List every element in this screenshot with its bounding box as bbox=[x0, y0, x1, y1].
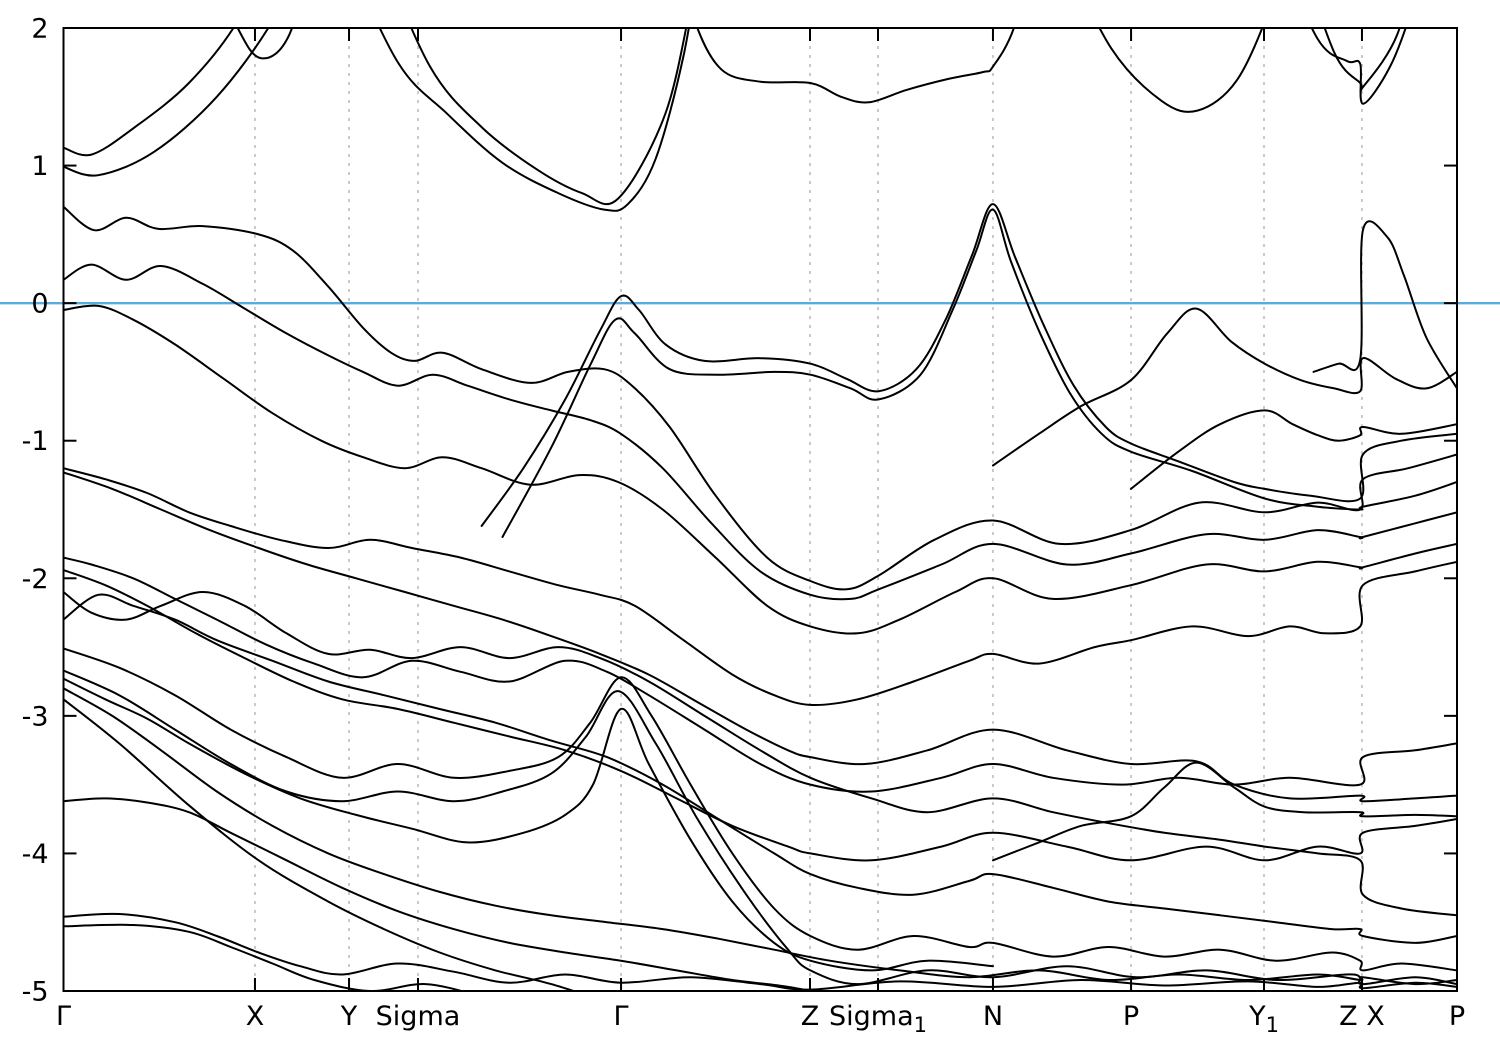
y-tick-label: 2 bbox=[31, 14, 48, 45]
band-line bbox=[63, 556, 1457, 793]
x-tick-label: Sigma1 bbox=[829, 1001, 927, 1037]
y-tick-label: 1 bbox=[31, 151, 48, 182]
band-line bbox=[1310, 28, 1407, 105]
band-line bbox=[63, 698, 577, 991]
x-axis-labels: Γ X Y Sigma Γ Z Sigma1 N P Y1 Z X P bbox=[56, 1001, 1465, 1037]
band-line bbox=[1323, 28, 1401, 92]
x-tick-label: N bbox=[983, 1001, 1003, 1032]
band-line bbox=[501, 208, 1457, 538]
band-line bbox=[63, 923, 466, 991]
band-line bbox=[236, 28, 294, 60]
band-line bbox=[63, 797, 816, 991]
x-tick-label: Y1 bbox=[1248, 1001, 1279, 1037]
y-tick-label: -2 bbox=[22, 564, 49, 595]
band-line bbox=[410, 28, 688, 206]
y-tick-label: 0 bbox=[31, 289, 48, 320]
band-line bbox=[1312, 220, 1457, 390]
x-tick-label: Z X bbox=[1339, 1001, 1385, 1032]
band-line bbox=[63, 677, 994, 972]
y-tick-label: -1 bbox=[22, 426, 49, 457]
y-tick-label: -4 bbox=[22, 839, 49, 870]
y-tick-label: -5 bbox=[22, 977, 49, 1008]
x-tick-label: P bbox=[1123, 1001, 1139, 1032]
band-line bbox=[63, 687, 1457, 986]
band-line bbox=[63, 647, 1457, 972]
band-line bbox=[63, 591, 1457, 917]
band-line bbox=[1098, 28, 1264, 113]
x-tick-label: Γ bbox=[614, 1001, 629, 1032]
band-line bbox=[696, 28, 1015, 104]
band-line bbox=[992, 307, 1457, 467]
band-line bbox=[480, 203, 1457, 527]
band-line bbox=[63, 263, 1457, 601]
x-tick-label: Sigma bbox=[376, 1001, 461, 1032]
x-tick-label: Y bbox=[340, 1001, 358, 1032]
band-line bbox=[63, 569, 1457, 862]
band-line bbox=[63, 593, 1457, 944]
x-tick-label: Γ bbox=[56, 1001, 71, 1032]
band-line bbox=[63, 669, 1457, 986]
band-line bbox=[63, 912, 1457, 991]
band-line bbox=[63, 471, 1457, 803]
plot-border bbox=[62, 27, 1458, 992]
band-line bbox=[63, 467, 1457, 706]
x-tick-label: X bbox=[246, 1001, 265, 1032]
y-tick-label: -3 bbox=[22, 701, 49, 732]
x-tick-label: Z bbox=[801, 1001, 820, 1032]
band-line bbox=[63, 205, 1457, 591]
band-line bbox=[63, 28, 235, 157]
band-line bbox=[1129, 409, 1457, 490]
band-line bbox=[63, 304, 1457, 635]
band-line bbox=[378, 28, 690, 212]
band-line bbox=[992, 761, 1457, 862]
y-axis-labels: 2 1 0 -1 -2 -3 -4 -5 bbox=[22, 14, 49, 1008]
x-tick-label: P bbox=[1449, 1001, 1465, 1032]
band-line bbox=[63, 28, 270, 177]
axis-ticks bbox=[62, 27, 1458, 992]
band-lines bbox=[63, 28, 1457, 991]
